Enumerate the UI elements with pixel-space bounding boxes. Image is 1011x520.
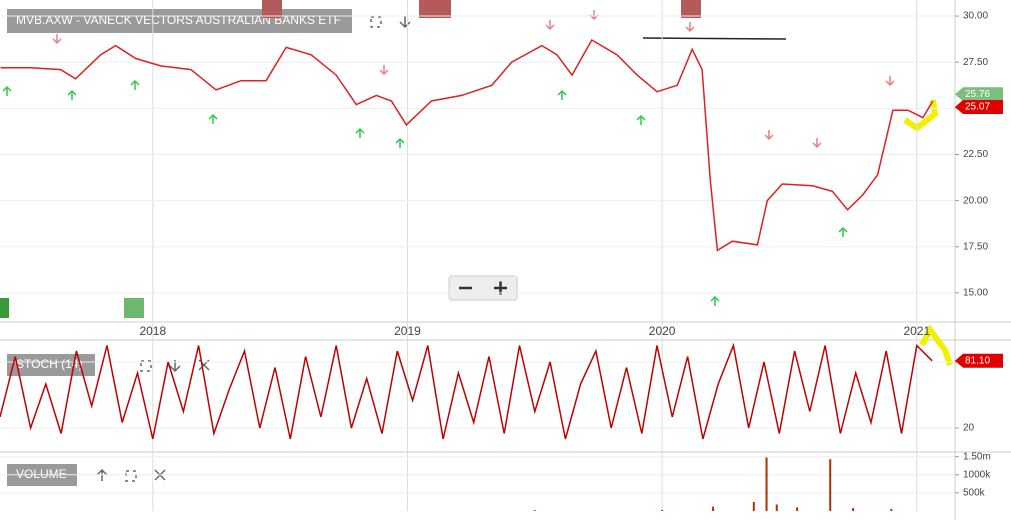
volume-bar	[829, 459, 832, 511]
volume-box: VOLUME	[7, 464, 77, 486]
x-tick-label: 2019	[394, 324, 421, 338]
y-tick-label: 27.50	[963, 57, 988, 68]
x-tick-label: 2018	[139, 324, 166, 338]
expand-icon[interactable]	[370, 16, 382, 28]
title-box: MVB.AXW - VANECK VECTORS AUSTRALIAN BANK…	[7, 9, 352, 33]
volume-bar	[533, 510, 536, 511]
expand-icon[interactable]	[125, 470, 137, 482]
price-tag-label: 81.10	[965, 355, 990, 366]
y-tick-label: 500k	[963, 488, 986, 499]
chart-title: MVB.AXW - VANECK VECTORS AUSTRALIAN BANK…	[16, 13, 341, 27]
y-tick-label: 1000k	[963, 469, 991, 480]
zoom-in[interactable]	[494, 281, 507, 295]
x-tick-label: 2020	[649, 324, 676, 338]
event-flag[interactable]	[124, 298, 144, 318]
event-flag[interactable]	[419, 0, 451, 18]
y-tick-label: 17.50	[963, 241, 988, 252]
price-tag-label: 25.76	[965, 89, 990, 100]
stoch-title: STOCH (14)	[16, 357, 82, 371]
event-flag[interactable]	[681, 0, 701, 18]
expand-icon[interactable]	[140, 360, 152, 372]
volume-bar	[752, 501, 755, 511]
volume-bar	[796, 507, 799, 511]
buy-arrows	[2, 79, 848, 306]
volume-bar	[890, 508, 893, 511]
title-bg	[7, 9, 352, 33]
price-tag	[955, 87, 1003, 102]
y-tick-label: 22.50	[963, 149, 988, 160]
volume-bar	[852, 508, 855, 511]
series-line	[0, 38, 934, 252]
price-tag	[955, 100, 1003, 115]
trend-line[interactable]	[642, 37, 787, 40]
volume-title: VOLUME	[16, 467, 67, 481]
event-flag[interactable]	[0, 298, 9, 318]
marks: 2018 2019 2020 2021 15.00 17.50 20.00 22.50 25.0…	[0, 0, 1003, 511]
sell-arrows	[52, 10, 895, 149]
y-tick-label: 20	[963, 423, 975, 434]
volume-bar	[765, 457, 768, 511]
y-tick-label: 30.00	[963, 11, 988, 22]
price-tag-label: 25.07	[965, 102, 990, 113]
up-icon[interactable]	[96, 468, 108, 481]
price-tag	[955, 353, 1003, 368]
y-tick-label: 20.00	[963, 195, 988, 206]
event-flag[interactable]	[262, 0, 282, 18]
volume-bar	[775, 504, 778, 511]
x-tick-label: 2021	[903, 324, 930, 338]
y-tick-label: 1.50m	[963, 451, 991, 462]
volume-bar	[661, 509, 664, 511]
highlight-scribble	[903, 99, 953, 366]
volume-bar	[712, 506, 715, 511]
zoom-control	[448, 275, 518, 301]
signal-arrows	[2, 10, 895, 306]
event-flags	[0, 0, 701, 318]
down-icon[interactable]	[399, 16, 411, 29]
series-line	[0, 342, 933, 440]
y-tick-label: 15.00	[963, 288, 988, 299]
